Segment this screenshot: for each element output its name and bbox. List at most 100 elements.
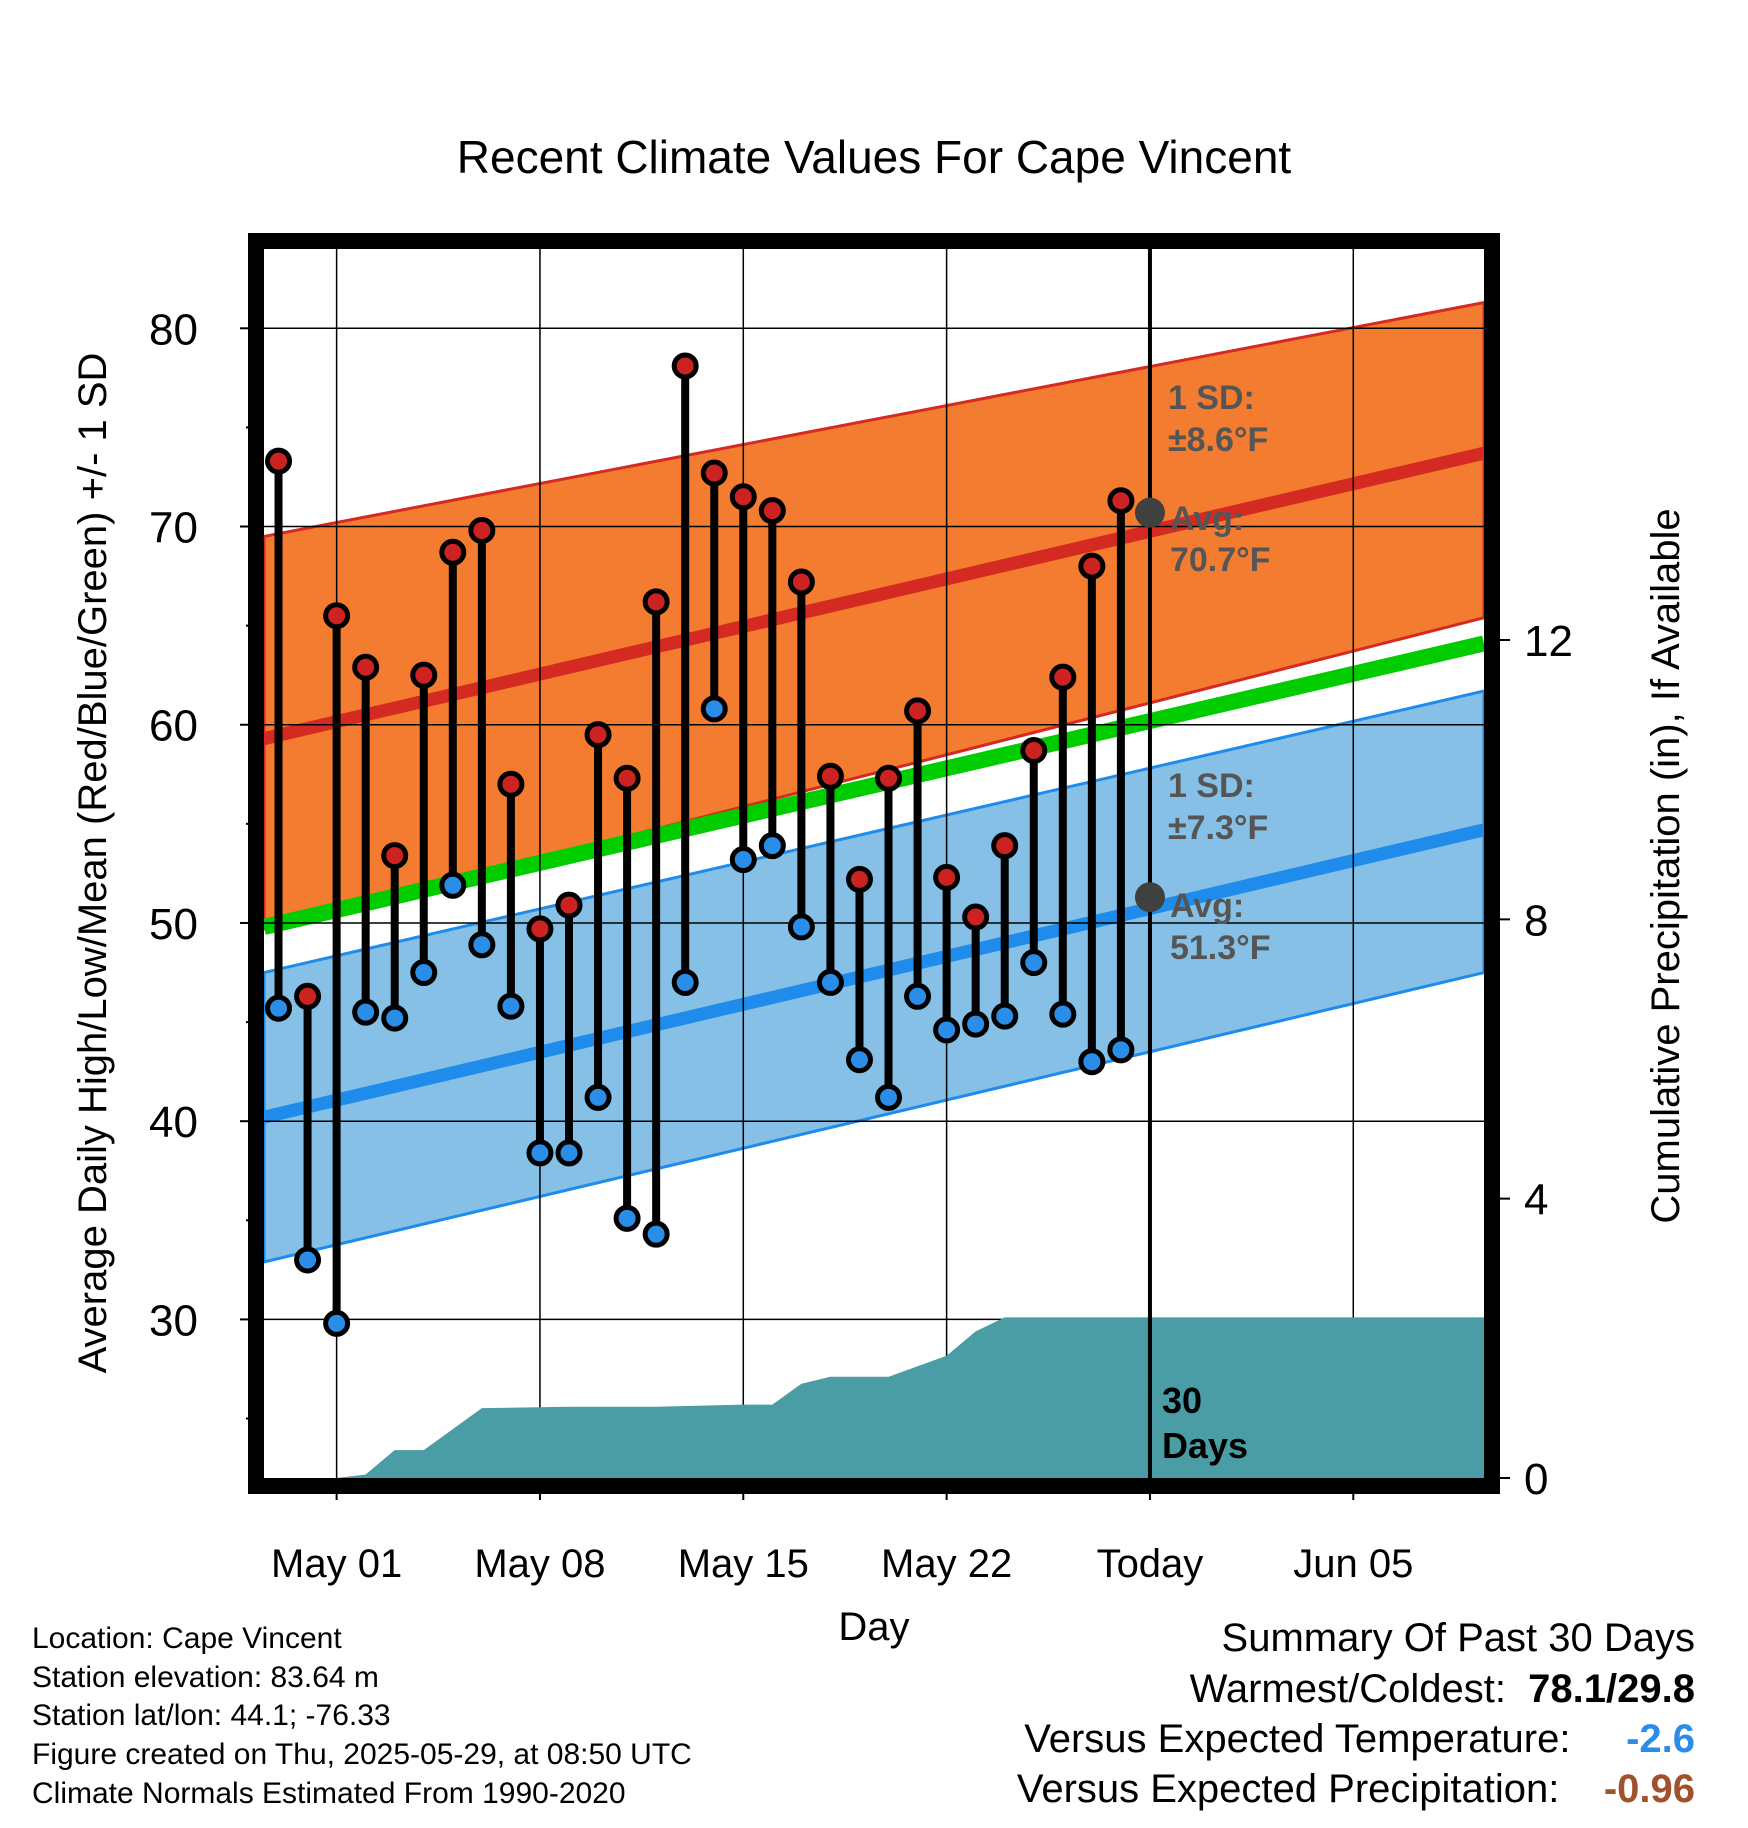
daily-low-point	[439, 871, 467, 899]
daily-low-point	[1078, 1048, 1106, 1076]
daily-low-point	[816, 968, 844, 996]
daily-high-point	[991, 832, 1019, 860]
elevation-text: Station elevation: 83.64 m	[32, 1661, 379, 1694]
x-tick-label: Jun 05	[1293, 1542, 1413, 1586]
daily-high-point	[265, 447, 293, 475]
daily-low-point	[1020, 949, 1048, 977]
daily-low-point	[1049, 1000, 1077, 1028]
chart-title: Recent Climate Values For Cape Vincent	[457, 131, 1292, 183]
location-text: Location: Cape Vincent	[32, 1622, 342, 1655]
daily-high-point	[497, 770, 525, 798]
x-tick-label: May 22	[881, 1542, 1012, 1586]
daily-high-point	[962, 903, 990, 931]
daily-high-point	[642, 588, 670, 616]
y2-axis-label: Cumulative Precipitation (in), If Availa…	[1644, 508, 1688, 1223]
daily-low-point	[265, 994, 293, 1022]
daily-high-point	[671, 352, 699, 380]
low-sd-value: ±7.3°F	[1168, 809, 1268, 847]
low-sd-label: 1 SD:	[1168, 767, 1255, 805]
daily-low-point	[962, 1010, 990, 1038]
daily-low-point	[381, 1004, 409, 1032]
precip-area	[264, 1317, 1484, 1478]
daily-low-point	[904, 982, 932, 1010]
daily-high-point	[1020, 737, 1048, 765]
normal-high-line	[262, 446, 1486, 745]
daily-low-point	[294, 1246, 322, 1274]
low-avg-value: 51.3°F	[1170, 929, 1271, 967]
today-high-avg-dot	[1134, 497, 1165, 528]
daily-low-point	[323, 1309, 351, 1337]
daily-low-point	[787, 913, 815, 941]
period-unit-label: Days	[1162, 1425, 1248, 1466]
y-tick-label: 80	[149, 305, 198, 354]
y-tick-label: 50	[149, 900, 198, 949]
y-tick-label: 70	[149, 504, 198, 553]
temp-value: -2.6	[1626, 1717, 1695, 1761]
precip-value: -0.96	[1603, 1767, 1695, 1811]
y2-tick-label: 4	[1524, 1176, 1548, 1225]
daily-range-stems	[274, 365, 1125, 1324]
daily-high-point	[700, 459, 728, 487]
daily-low-point	[555, 1139, 583, 1167]
daily-high-point	[555, 891, 583, 919]
y-tick-label: 40	[149, 1098, 198, 1147]
y-tick-label: 60	[149, 702, 198, 751]
daily-high-point	[381, 842, 409, 870]
daily-low-point	[497, 992, 525, 1020]
daily-high-point	[1107, 487, 1135, 515]
daily-low-point	[584, 1083, 612, 1111]
x-tick-label: May 15	[678, 1542, 809, 1586]
normal-mean-line	[262, 635, 1486, 935]
daily-high-point	[787, 568, 815, 596]
axes: 30 40 50 60 70 80 0 4 8 12 May 01 May 08 May 15 May 2…	[71, 305, 1688, 1649]
warm-cold-label: Warmest/Coldest:	[1189, 1667, 1506, 1711]
plot-frame	[248, 233, 1500, 1494]
y-axis-label: Average Daily High/Low/Mean (Red/Blue/Gr…	[71, 353, 115, 1374]
daily-high-point	[294, 982, 322, 1010]
precip-label: Versus Expected Precipitation:	[1016, 1767, 1560, 1811]
daily-high-point	[1049, 663, 1077, 691]
high-avg-label: Avg:	[1170, 500, 1244, 538]
y2-tick-label: 12	[1524, 617, 1573, 666]
x-axis-label: Day	[838, 1605, 909, 1649]
daily-high-point	[584, 721, 612, 749]
normals-text: Climate Normals Estimated From 1990-2020	[32, 1777, 626, 1810]
high-avg-value: 70.7°F	[1170, 541, 1271, 579]
y2-tick-label: 8	[1524, 896, 1548, 945]
daily-low-point	[410, 959, 438, 987]
daily-low-point	[845, 1046, 873, 1074]
summary-warm-cold: Warmest/Coldest: 78.1/29.8	[1190, 1667, 1695, 1712]
x-tick-label: May 08	[474, 1542, 605, 1586]
summary-title: Summary Of Past 30 Days	[1221, 1616, 1695, 1660]
daily-high-point	[439, 538, 467, 566]
daily-high-point	[323, 602, 351, 630]
precipitation-area	[264, 1317, 1484, 1478]
daily-high-point	[816, 762, 844, 790]
daily-points	[265, 352, 1135, 1337]
normal-low-line	[262, 823, 1486, 1124]
daily-low-point	[758, 832, 786, 860]
summary-temp: Versus Expected Temperature: -2.6	[1024, 1717, 1695, 1762]
plot-border	[248, 233, 1500, 1494]
x-tick-label: Today	[1097, 1542, 1204, 1586]
y-tick-label: 30	[149, 1296, 198, 1345]
latlon-text: Station lat/lon: 44.1; -76.33	[32, 1699, 391, 1732]
daily-high-point	[875, 764, 903, 792]
created-text: Figure created on Thu, 2025-05-29, at 08…	[32, 1738, 692, 1771]
daily-low-point	[352, 998, 380, 1026]
daily-low-point	[671, 968, 699, 996]
daily-high-point	[526, 915, 554, 943]
daily-high-point	[1078, 552, 1106, 580]
daily-low-point	[933, 1016, 961, 1044]
daily-low-point	[642, 1220, 670, 1248]
high-sd-value: ±8.6°F	[1168, 421, 1268, 459]
daily-high-point	[613, 764, 641, 792]
daily-low-point	[700, 695, 728, 723]
daily-low-point	[991, 1002, 1019, 1030]
daily-high-point	[352, 653, 380, 681]
daily-high-point	[758, 497, 786, 525]
daily-high-point	[729, 483, 757, 511]
